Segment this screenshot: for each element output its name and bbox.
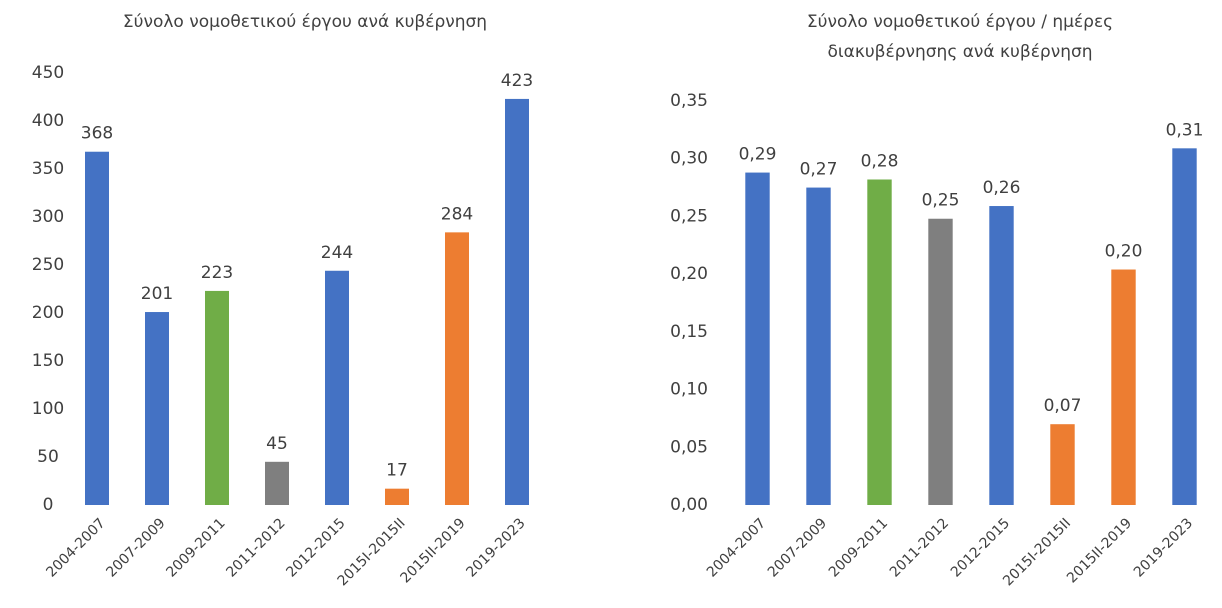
y-tick-label: 200: [32, 303, 64, 323]
y-tick-label: 0,30: [670, 149, 708, 169]
x-tick-label: 2012-2015: [283, 515, 348, 580]
x-tick-label: 2004-2007: [704, 515, 769, 580]
chart: Σύνολο νομοθετικού έργου ανά κυβέρνηση 0 5…: [32, 12, 533, 589]
x-tick-label: 2019-2023: [1131, 515, 1196, 580]
y-tick-label: 350: [32, 159, 64, 179]
bar: [445, 232, 469, 506]
bar: [265, 461, 289, 505]
y-tick-label: 50: [37, 447, 59, 467]
chart-title: Σύνολο νομοθετικού έργου ανά κυβέρνηση: [123, 12, 487, 32]
bar: [505, 98, 529, 506]
data-label: 0,29: [739, 145, 777, 165]
x-tick-label: 2012-2015: [948, 515, 1013, 580]
bar: [1111, 269, 1136, 505]
data-label: 223: [201, 263, 233, 283]
x-tick-label: 2007-2009: [103, 515, 168, 580]
data-label: 0,28: [861, 151, 899, 171]
bar: [1172, 148, 1197, 505]
bar: [806, 187, 831, 506]
y-tick-label: 0,15: [670, 322, 708, 342]
y-tick-label: 450: [32, 63, 64, 83]
x-tick-label: 2015II-2019: [398, 515, 469, 586]
y-tick-label: 0,00: [670, 495, 708, 515]
chart-title: Σύνολο νομοθετικού έργου / ημέρες: [807, 12, 1113, 32]
x-tick-label: 2015II-2019: [1064, 515, 1135, 586]
data-label: 17: [386, 461, 408, 481]
y-tick-label: 400: [32, 111, 64, 131]
y-tick-label: 0,10: [670, 380, 708, 400]
data-label: 0,27: [800, 160, 838, 180]
y-tick-label: 100: [32, 399, 64, 419]
x-tick-label: 2009-2011: [826, 515, 891, 580]
y-tick-label: 150: [32, 351, 64, 371]
y-tick-label: 0: [43, 495, 54, 515]
bar: [205, 290, 229, 505]
x-tick-label: 2011-2012: [887, 515, 952, 580]
x-tick-label: 2004-2007: [43, 515, 108, 580]
data-label: 201: [141, 284, 173, 304]
bar: [85, 151, 109, 505]
y-tick-label: 0,25: [670, 206, 708, 226]
data-label: 368: [81, 124, 113, 144]
chart-title: διακυβέρνησης ανά κυβέρνηση: [827, 42, 1092, 62]
data-label: 0,31: [1166, 120, 1204, 140]
y-tick-label: 250: [32, 255, 64, 275]
bar: [145, 312, 169, 505]
x-tick-label: 2011-2012: [223, 515, 288, 580]
data-label: 0,26: [983, 178, 1021, 198]
chart: Σύνολο νομοθετικού έργου / ημέρες διακυβέ…: [670, 12, 1203, 589]
x-tick-label: 2019-2023: [463, 515, 528, 580]
data-label: 45: [266, 434, 288, 454]
y-tick-label: 0,20: [670, 264, 708, 284]
x-tick-label: 2009-2011: [163, 515, 228, 580]
x-tick-label: 2007-2009: [765, 515, 830, 580]
y-tick-label: 0,05: [670, 437, 708, 457]
data-label: 0,25: [922, 191, 960, 211]
bar: [385, 488, 409, 505]
bar: [989, 206, 1014, 506]
bar: [745, 172, 770, 505]
data-label: 0,07: [1044, 396, 1082, 416]
y-tick-label: 300: [32, 207, 64, 227]
data-label: 423: [501, 71, 533, 91]
bar: [1050, 424, 1075, 505]
data-label: 244: [321, 243, 353, 263]
data-label: 0,20: [1105, 242, 1143, 262]
data-label: 284: [441, 204, 473, 224]
bar: [928, 218, 953, 506]
bar: [867, 179, 892, 505]
bar: [325, 270, 349, 505]
y-tick-label: 0,35: [670, 91, 708, 111]
